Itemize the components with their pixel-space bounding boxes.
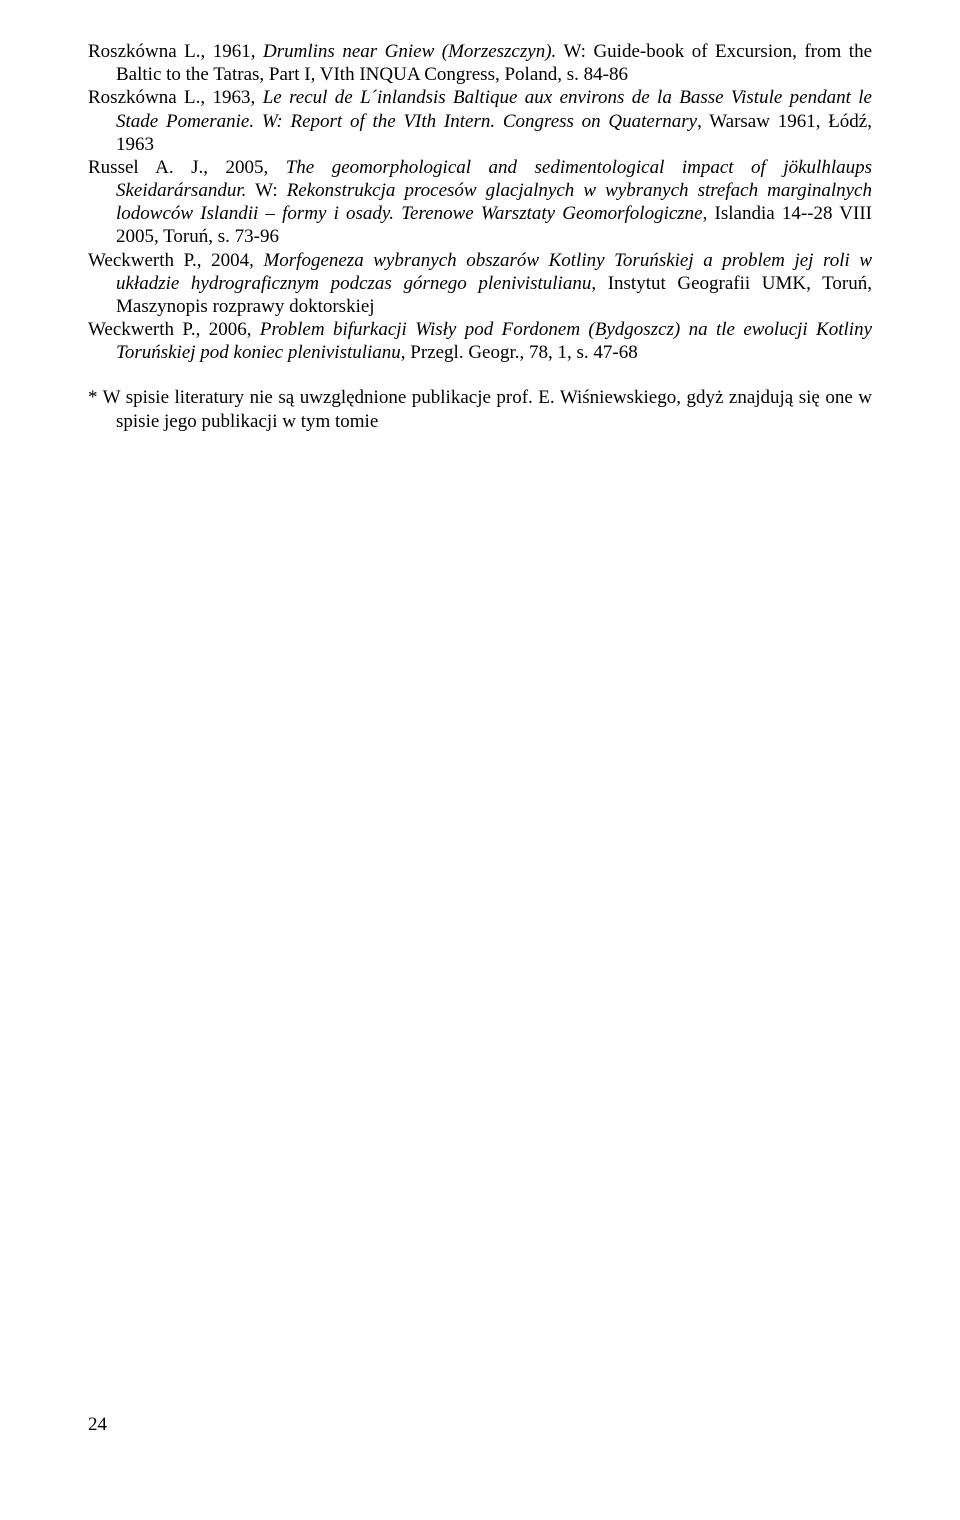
footnote-text: * W spisie literatury nie są uwzględnion… (88, 386, 872, 432)
ref-prefix: Weckwerth P., 2004, (88, 250, 263, 271)
reference-entry: Weckwerth P., 2004, Morfogeneza wybranyc… (88, 249, 872, 319)
reference-entry: Roszkówna L., 1961, Drumlins near Gniew … (88, 40, 872, 86)
ref-prefix: Russel A. J., 2005, (88, 157, 286, 178)
ref-prefix: Roszkówna L., 1961, (88, 41, 263, 62)
page-number: 24 (88, 1414, 107, 1436)
ref-title: Drumlins near Gniew (Morzeszczyn). (263, 41, 556, 62)
footnote-block: * W spisie literatury nie są uwzględnion… (88, 386, 872, 432)
ref-tail: , Przegl. Geogr., 78, 1, s. 47-68 (401, 342, 638, 363)
ref-prefix: Weckwerth P., 2006, (88, 319, 260, 340)
ref-mid: W: (246, 180, 286, 201)
page-body: Roszkówna L., 1961, Drumlins near Gniew … (0, 0, 960, 473)
reference-entry: Weckwerth P., 2006, Problem bifurkacji W… (88, 318, 872, 364)
ref-prefix: Roszkówna L., 1963, (88, 87, 263, 108)
reference-entry: Roszkówna L., 1963, Le recul de L´inland… (88, 86, 872, 156)
reference-entry: Russel A. J., 2005, The geomorphological… (88, 156, 872, 249)
